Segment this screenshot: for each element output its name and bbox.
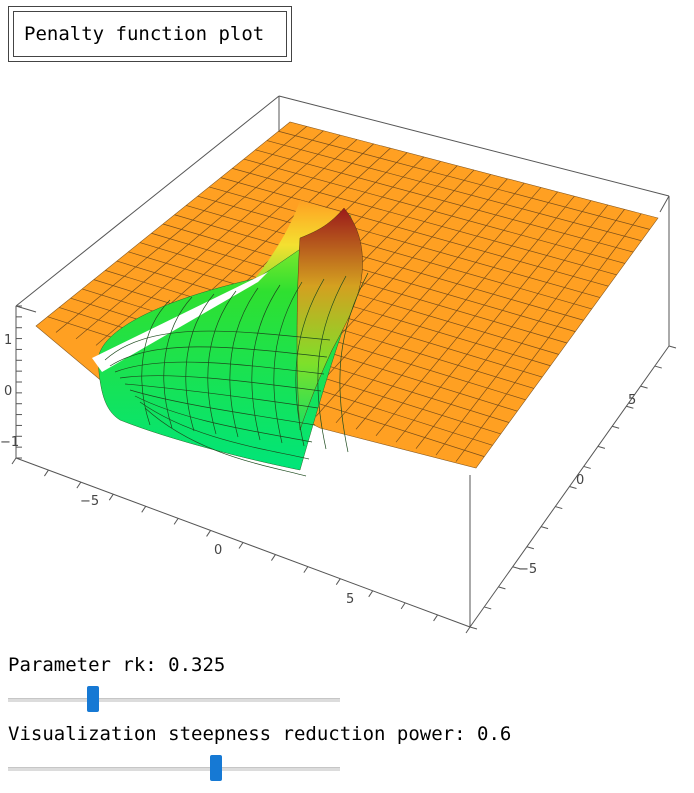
y-tick-5: 5 — [628, 393, 636, 408]
tick-mark — [583, 465, 591, 469]
trough-contour — [317, 275, 347, 450]
z-tick-minus1: −1 — [0, 435, 19, 450]
tick-mark — [271, 554, 276, 561]
trough-contour — [109, 346, 328, 367]
grid-line — [197, 195, 592, 310]
tick-mark — [400, 602, 406, 610]
grid-line — [278, 130, 650, 230]
tick-mark — [76, 481, 82, 489]
y-tick-minus5: −5 — [518, 562, 537, 577]
grid-line — [315, 182, 525, 417]
y-tick-0: 0 — [576, 473, 584, 488]
tick-mark — [540, 526, 549, 530]
rk-slider-thumb[interactable] — [86, 686, 99, 712]
tick-mark — [597, 445, 606, 449]
trough-contour — [129, 389, 316, 426]
grid-line — [295, 178, 508, 411]
trough-contour — [163, 296, 193, 429]
tick-mark — [44, 469, 49, 477]
power-slider[interactable] — [8, 755, 340, 781]
tick-mark — [335, 578, 341, 585]
grid-line — [243, 158, 626, 264]
rk-label-row: Parameter rk: 0.325 — [8, 654, 225, 676]
tick-mark — [555, 506, 563, 510]
tick-mark — [465, 626, 471, 634]
tick-mark — [368, 590, 374, 598]
grid-line — [174, 214, 576, 332]
grid-line — [395, 200, 592, 443]
grid-line — [335, 187, 542, 424]
trough-contour — [119, 375, 322, 392]
trough-contour — [207, 290, 237, 435]
grid-line — [355, 191, 558, 430]
tick-mark — [569, 486, 577, 489]
grid-line — [455, 213, 642, 462]
tick-mark — [626, 405, 634, 409]
trough-contour — [134, 395, 313, 443]
rk-label: Parameter rk: — [8, 654, 157, 676]
rk-slider[interactable] — [8, 686, 340, 712]
tick-mark — [303, 566, 309, 573]
trough-grid — [104, 272, 369, 477]
penalty-surface-plot[interactable]: 1 0 −1 −5 0 5 5 0 −5 — [0, 78, 694, 638]
ridge-peak — [296, 207, 363, 431]
trough-contour — [141, 299, 171, 426]
trough-contour — [114, 361, 325, 375]
power-value: 0.6 — [477, 723, 512, 745]
trough-contour — [295, 278, 325, 447]
grid-line — [185, 205, 584, 321]
tick-mark — [433, 614, 438, 622]
z-tick-1: 1 — [4, 333, 12, 348]
trough-contour — [139, 401, 310, 460]
trough-surface — [97, 214, 360, 471]
tick-mark — [654, 365, 662, 369]
tick-mark — [512, 566, 520, 570]
tick-mark — [141, 506, 147, 513]
x-tick-5: 5 — [346, 592, 354, 607]
power-label-row: Visualization steepness reduction power:… — [8, 723, 511, 745]
grid-line — [375, 195, 575, 436]
grid-line — [266, 140, 642, 242]
tick-mark — [668, 345, 677, 349]
axis-ticks — [11, 305, 677, 634]
rk-value: 0.325 — [168, 654, 226, 676]
x-tick-0: 0 — [214, 543, 222, 558]
tick-mark — [11, 457, 17, 465]
trough-contour — [104, 330, 331, 361]
tick-mark — [469, 626, 478, 630]
tick-mark — [484, 606, 492, 610]
trough-contour — [229, 287, 259, 438]
title-frame: Penalty function plot — [8, 6, 292, 62]
tick-mark — [612, 425, 620, 429]
grid-line — [415, 204, 609, 449]
tick-mark — [206, 530, 211, 537]
trough-contour — [185, 293, 215, 432]
tick-mark — [640, 385, 648, 389]
tick-mark — [108, 493, 114, 501]
power-label: Visualization steepness reduction power: — [8, 723, 466, 745]
plot-title: Penalty function plot — [13, 11, 287, 57]
grid-line — [209, 186, 601, 298]
tick-mark — [498, 586, 506, 590]
grid-line — [255, 149, 634, 253]
trough-contour — [124, 383, 319, 409]
trough-contour — [144, 407, 307, 477]
trough-contour — [339, 272, 369, 453]
slit — [92, 272, 268, 372]
grid-line — [220, 177, 609, 287]
x-tick-minus5: −5 — [80, 494, 99, 509]
tick-mark — [526, 546, 534, 550]
z-tick-0: 0 — [4, 384, 12, 399]
grid-line — [435, 209, 625, 456]
power-slider-thumb[interactable] — [209, 755, 222, 781]
grid-line — [232, 168, 617, 276]
tick-mark — [238, 542, 244, 549]
tick-mark — [173, 518, 179, 525]
trough-contour — [273, 281, 303, 444]
trough-contour — [251, 284, 281, 441]
